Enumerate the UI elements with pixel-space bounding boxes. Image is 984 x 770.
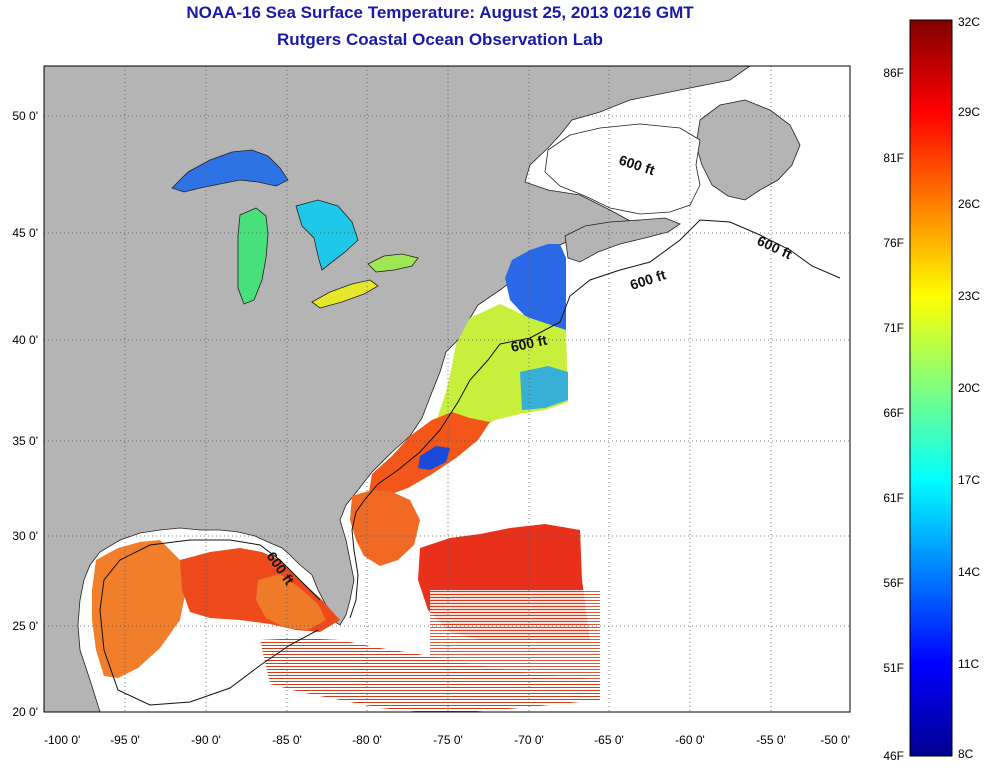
longitude-tick-label: -85 0' <box>272 733 302 747</box>
sst-caribbean-stripes <box>260 638 600 712</box>
latitude-tick-label: 35 0' <box>12 434 38 448</box>
sst-carolina-cold <box>418 446 450 470</box>
longitude-tick-label: -55 0' <box>756 733 786 747</box>
land-newfoundland <box>695 99 801 201</box>
colorbar-celsius-label: 14C <box>958 565 980 579</box>
gulf-st-lawrence <box>544 123 701 215</box>
colorbar-fahrenheit-label: 56F <box>883 576 904 590</box>
map-subtitle: Rutgers Coastal Ocean Observation Lab <box>277 30 603 49</box>
longitude-tick-labels: -100 0' -95 0' -90 0' -85 0' -80 0' -75 0' -70… <box>44 733 850 747</box>
colorbar <box>909 19 953 757</box>
lake-ontario <box>367 253 419 273</box>
colorbar-fahrenheit-label: 61F <box>883 491 904 505</box>
colorbar-celsius-label: 17C <box>958 473 980 487</box>
longitude-tick-label: -70 0' <box>514 733 544 747</box>
colorbar-celsius-label: 32C <box>958 15 980 29</box>
longitude-tick-label: -60 0' <box>675 733 705 747</box>
sst-florida-east <box>350 490 420 566</box>
lake-superior <box>171 149 289 193</box>
isobath-600ft <box>99 219 841 706</box>
colorbar-celsius-label: 23C <box>958 289 980 303</box>
colorbar-celsius-label: 8C <box>958 747 974 761</box>
land-nova-scotia <box>564 217 681 263</box>
sst-gulf-of-maine <box>505 244 566 330</box>
longitude-tick-label: -90 0' <box>191 733 221 747</box>
colorbar-fahrenheit-label: 86F <box>883 66 904 80</box>
colorbar-celsius-label: 11C <box>958 657 979 671</box>
colorbar-fahrenheit-label: 81F <box>883 151 904 165</box>
land-north-america <box>44 66 751 712</box>
map-border <box>43 65 851 713</box>
colorbar-fahrenheit-label: 51F <box>883 661 904 675</box>
colorbar-celsius-label: 26C <box>958 197 980 211</box>
colorbar-celsius-label: 29C <box>958 105 980 119</box>
colorbar-fahrenheit-label: 46F <box>883 749 904 763</box>
colorbar-fahrenheit-label: 76F <box>883 236 904 250</box>
isobath-label: 600 ft <box>509 332 548 355</box>
longitude-tick-label: -100 0' <box>44 733 80 747</box>
longitude-tick-label: -80 0' <box>352 733 382 747</box>
longitude-tick-label: -75 0' <box>433 733 463 747</box>
map-title: NOAA-16 Sea Surface Temperature: August … <box>186 3 694 22</box>
sst-gulf-stream-offshore <box>520 366 568 410</box>
colorbar-labels: 32C 29C 26C 23C 20C 17C 14C 11C 8C 86F 81F 76F 71F 66… <box>883 15 980 763</box>
latitude-tick-label: 25 0' <box>12 619 38 633</box>
latitude-tick-label: 40 0' <box>12 333 38 347</box>
sst-gulf-west <box>92 540 186 678</box>
latitude-tick-label: 50 0' <box>12 109 38 123</box>
lake-michigan <box>237 207 269 305</box>
colorbar-celsius-label: 20C <box>958 381 980 395</box>
lake-huron <box>295 199 359 271</box>
lake-erie <box>311 279 379 309</box>
longitude-tick-label: -65 0' <box>594 733 624 747</box>
colorbar-fahrenheit-label: 71F <box>883 321 904 335</box>
latitude-tick-label: 20 0' <box>12 705 38 719</box>
latitude-tick-label: 30 0' <box>12 529 38 543</box>
colorbar-fahrenheit-label: 66F <box>883 406 904 420</box>
sst-gulf-east <box>256 574 326 630</box>
latitude-tick-label: 45 0' <box>12 226 38 240</box>
longitude-tick-label: -95 0' <box>110 733 140 747</box>
latitude-tick-labels: 20 0' 25 0' 30 0' 35 0' 40 0' 45 0' 50 0' <box>12 109 38 719</box>
longitude-tick-label: -50 0' <box>820 733 850 747</box>
